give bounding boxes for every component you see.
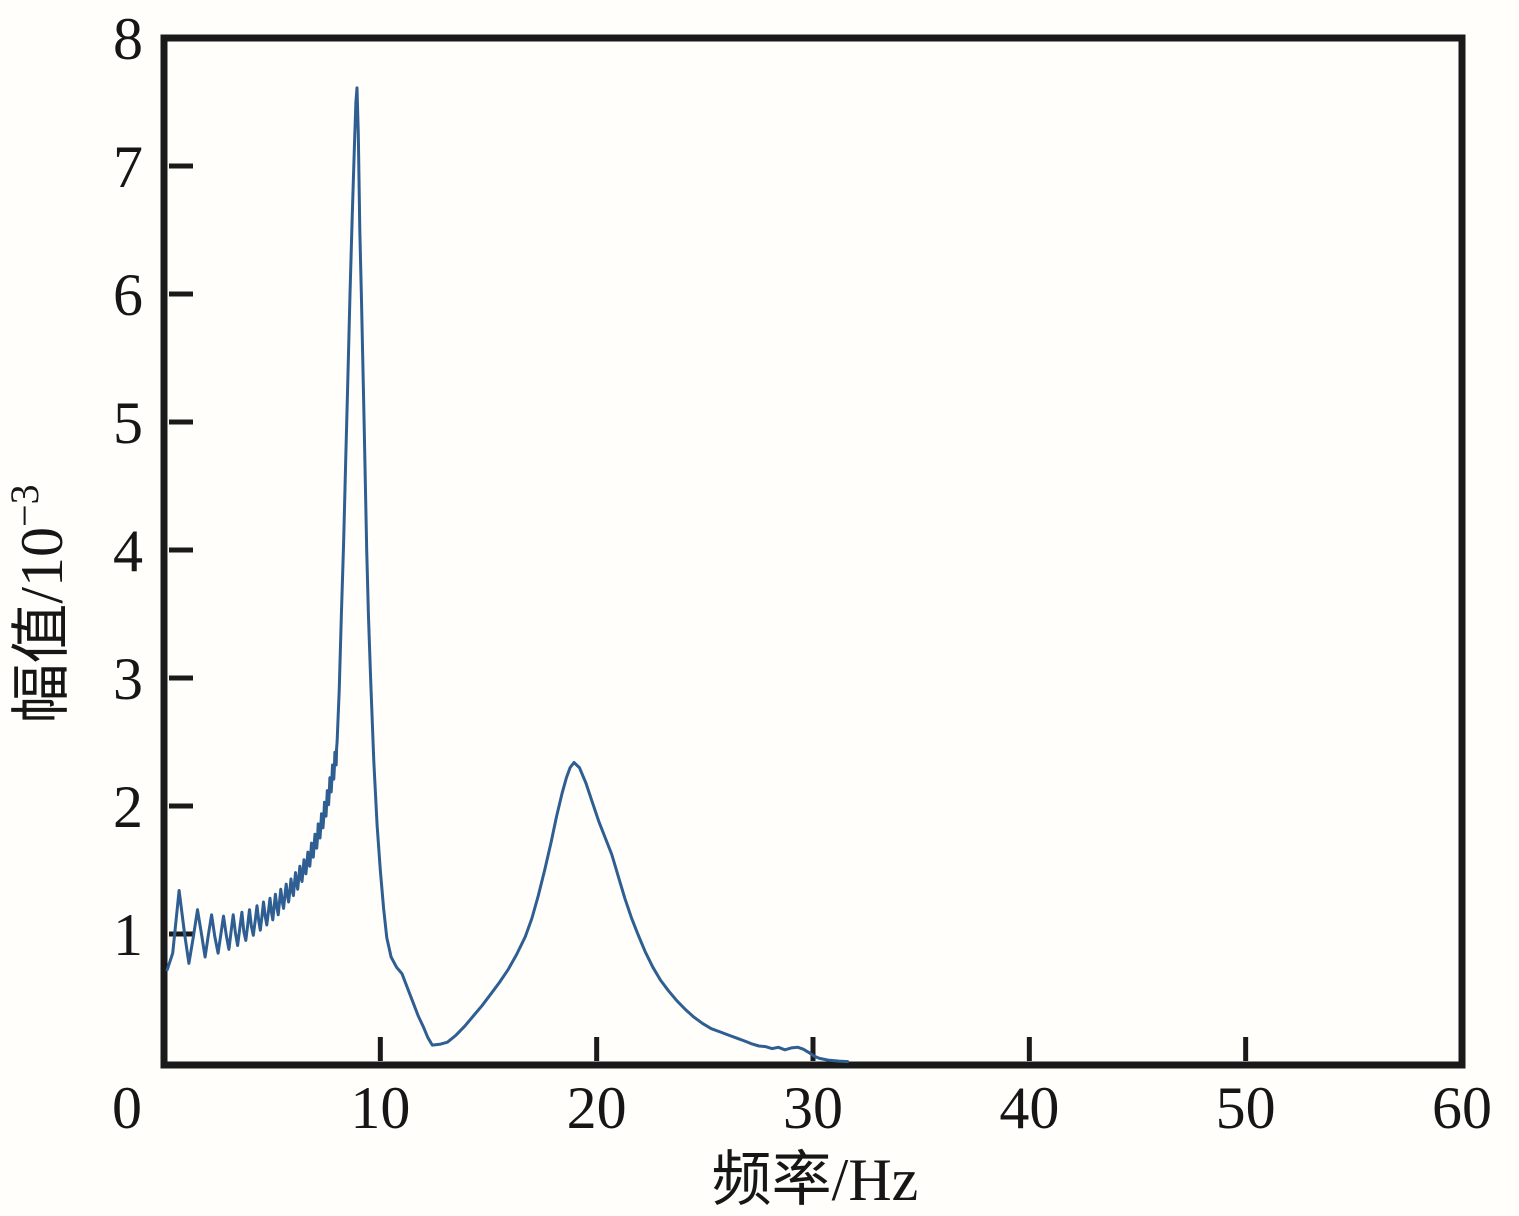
x-tick-label: 40	[999, 1075, 1059, 1141]
tick-labels: 0 10 20 30 40 50 60 1 2 3 4 5 6 7 8	[112, 6, 1492, 1141]
x-axis-label: 频率/Hz	[712, 1147, 919, 1213]
plot-frame	[160, 34, 1466, 1069]
y-tick-label: 6	[113, 262, 143, 328]
x-tick-label: 50	[1216, 1075, 1276, 1141]
y-tick-label: 8	[113, 6, 143, 72]
y-tick-label: 2	[113, 774, 143, 840]
y-tick-label: 4	[113, 518, 143, 584]
x-tick-label: 20	[567, 1075, 627, 1141]
y-axis-label-base: 幅值/10	[9, 527, 75, 724]
y-axis-label-exponent: −3	[2, 484, 47, 527]
x-tick-label: 30	[783, 1075, 843, 1141]
y-tick-label: 7	[113, 134, 143, 200]
y-tick-label: 5	[113, 390, 143, 456]
x-axis-label-text: 频率/Hz	[712, 1147, 919, 1213]
x-tick-label: 10	[350, 1075, 410, 1141]
y-axis-label: 幅值/10−3	[2, 484, 75, 723]
y-tick-label: 1	[113, 902, 143, 968]
tick-marks	[169, 163, 1249, 1061]
x-tick-label: 0	[112, 1075, 142, 1141]
spectrum-curve	[165, 86, 850, 1064]
y-tick-label: 3	[113, 646, 143, 712]
x-tick-label: 60	[1432, 1075, 1492, 1141]
